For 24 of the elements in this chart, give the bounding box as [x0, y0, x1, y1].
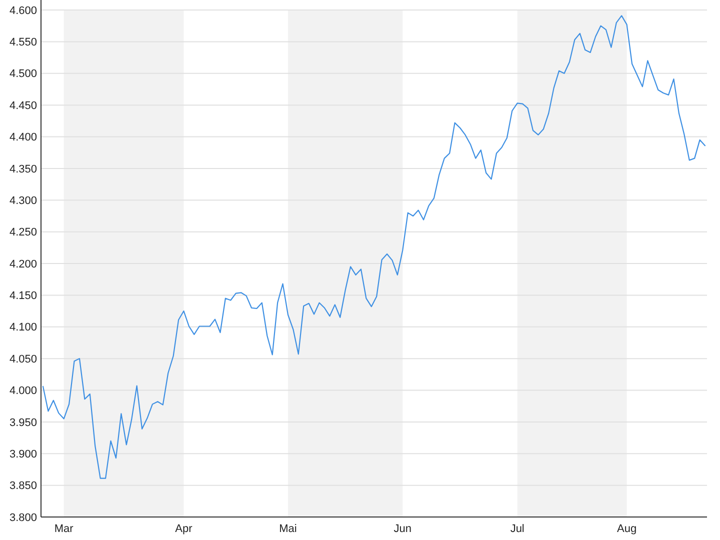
x-tick-label: Jul	[510, 523, 524, 535]
x-tick-label: Mar	[54, 523, 74, 535]
y-tick-label: 4.400	[9, 132, 37, 144]
y-tick-label: 4.100	[9, 322, 37, 334]
y-tick-label: 4.350	[9, 163, 37, 176]
x-tick-label: Mai	[279, 523, 297, 535]
y-tick-label: 4.500	[9, 68, 37, 80]
x-tick-label: Aug	[617, 523, 637, 535]
y-tick-label: 4.250	[9, 226, 37, 239]
y-tick-label: 4.450	[9, 100, 37, 112]
y-tick-label: 3.800	[9, 512, 37, 524]
x-tick-label: Apr	[175, 523, 193, 535]
line-series	[42, 15, 706, 479]
y-tick-label: 4.050	[9, 353, 37, 366]
y-tick-label: 4.000	[9, 385, 37, 398]
y-tick-label: 3.850	[9, 480, 37, 492]
y-tick-label: 3.900	[9, 448, 37, 460]
x-tick-label: Jun	[394, 523, 412, 535]
y-tick-label: 3.950	[9, 416, 37, 429]
y-tick-label: 4.550	[9, 36, 37, 49]
y-tick-label: 4.200	[9, 258, 37, 270]
y-tick-label: 4.300	[9, 194, 37, 207]
y-tick-label: 4.150	[9, 290, 37, 302]
y-tick-label: 4.600	[9, 4, 37, 17]
